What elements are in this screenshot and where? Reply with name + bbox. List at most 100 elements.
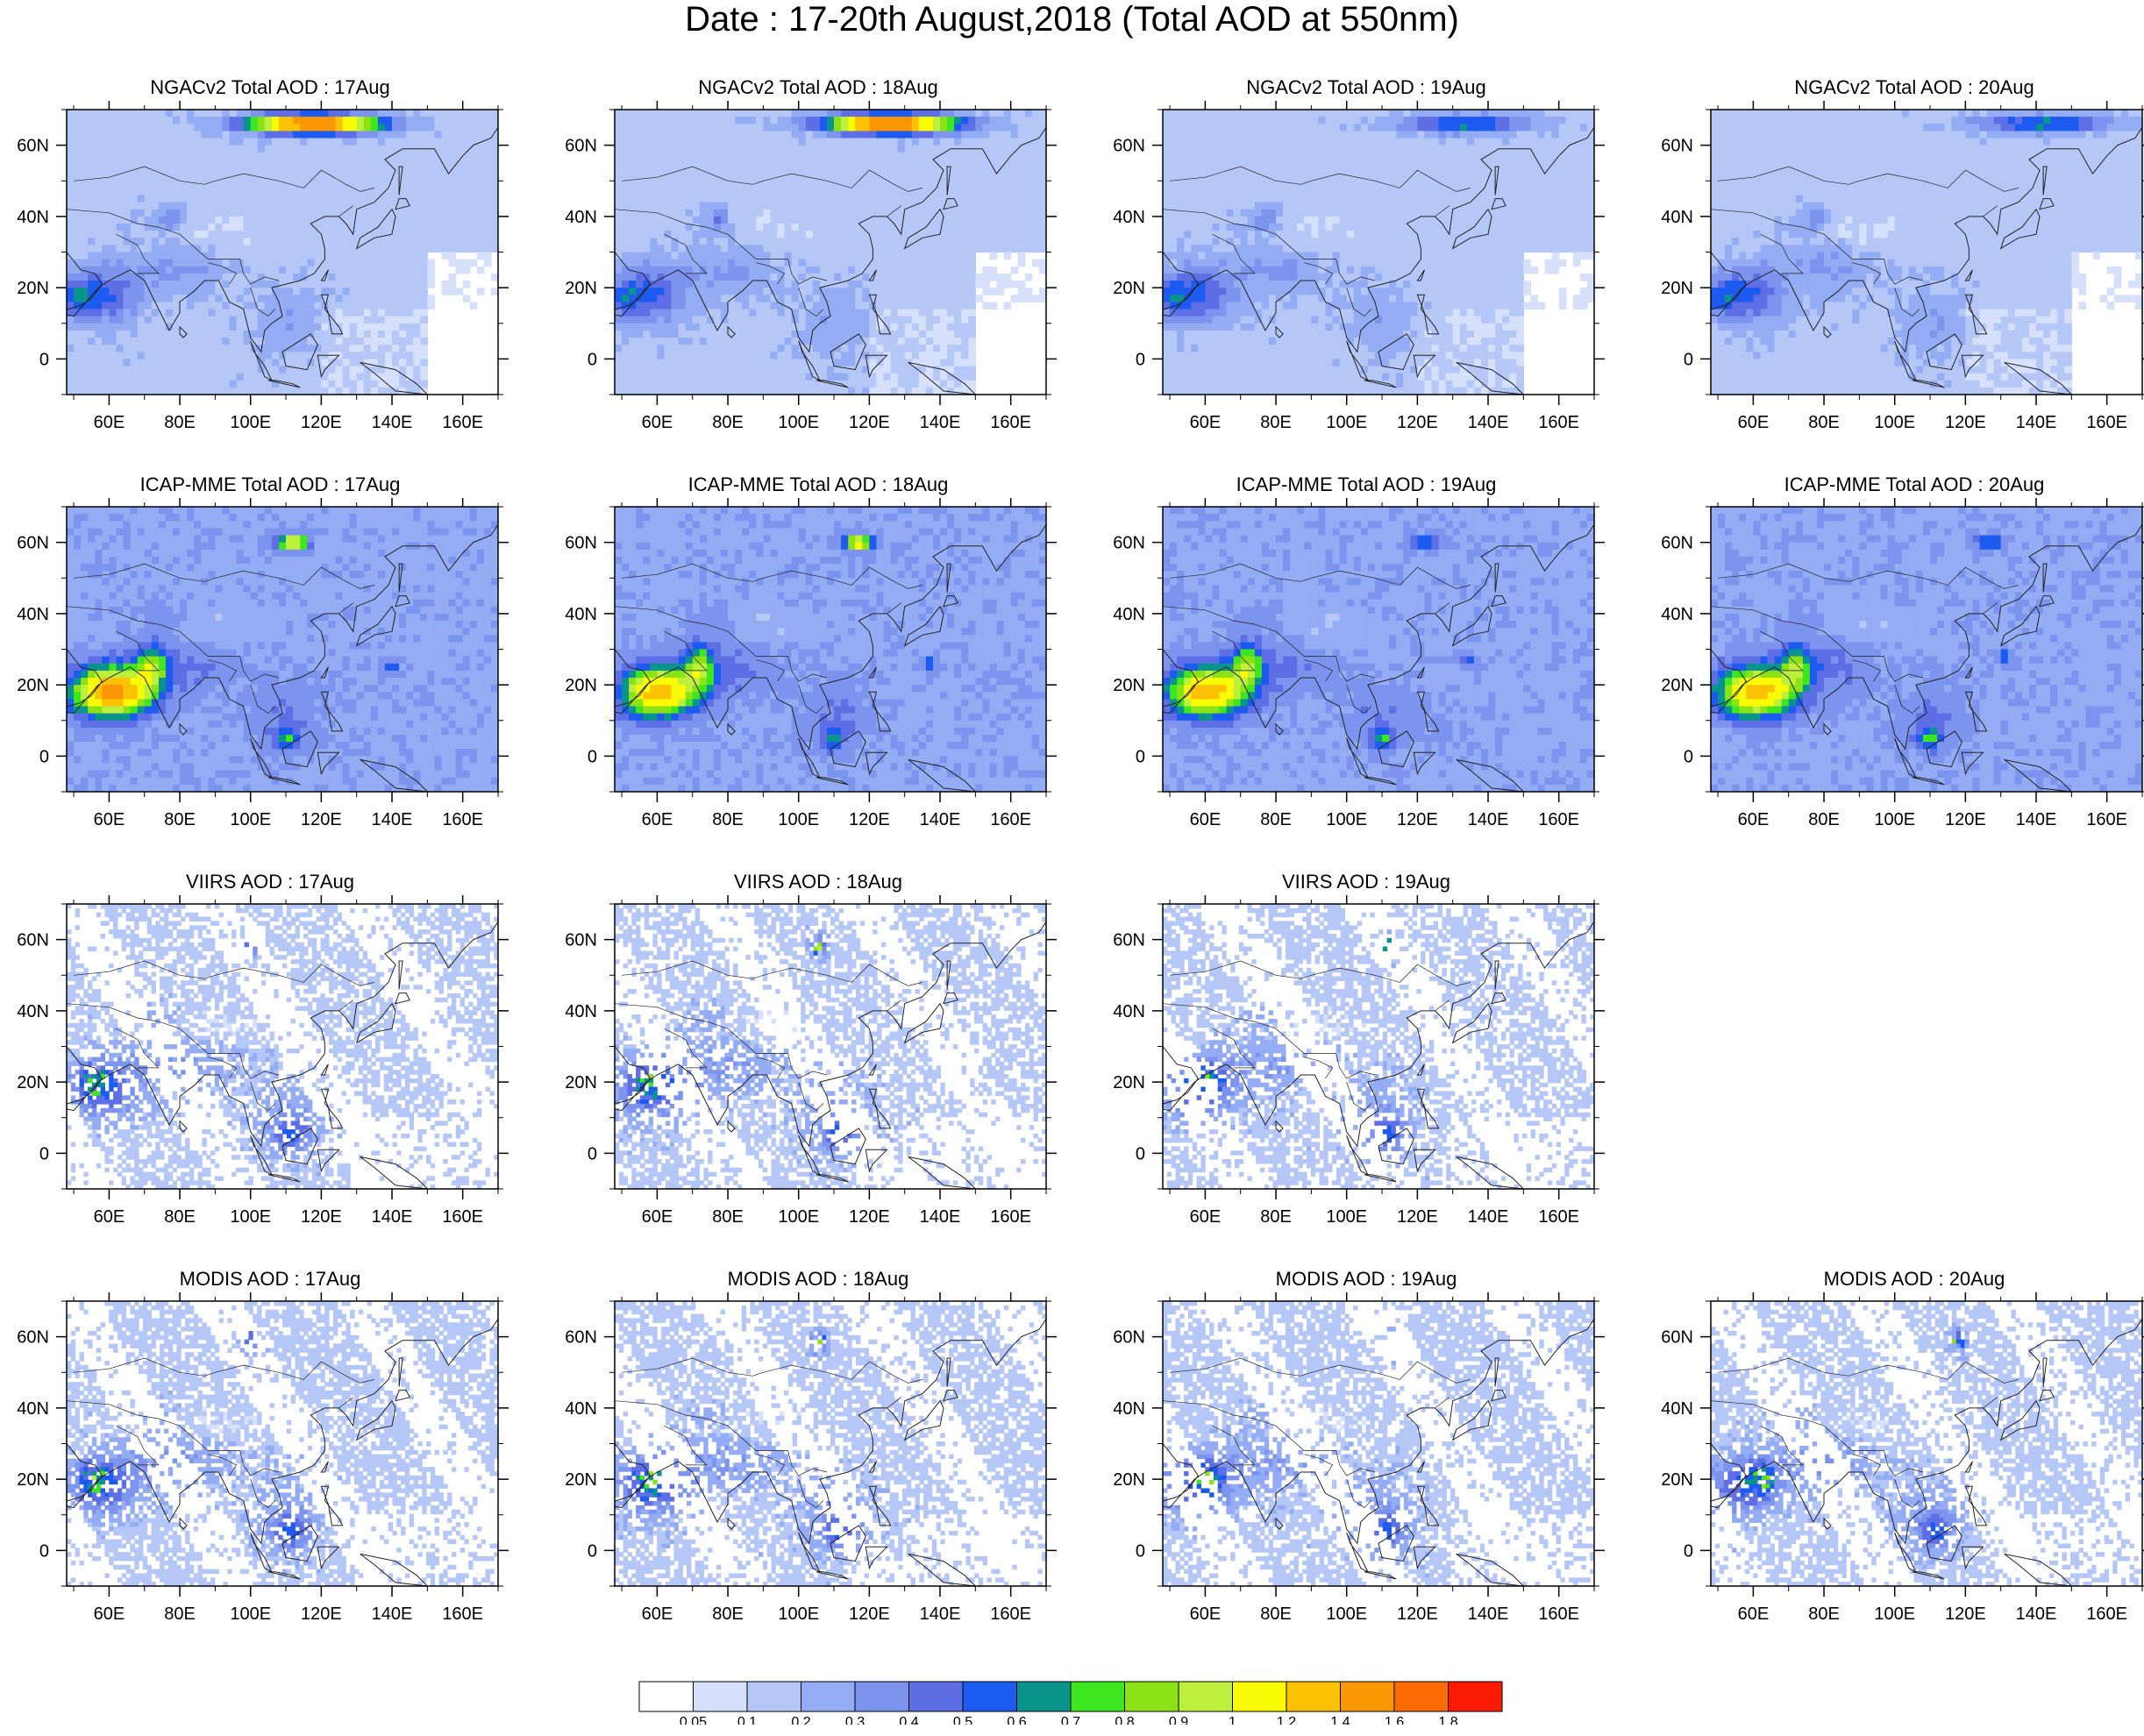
aod-cell [88,366,96,374]
aod-cell [67,295,75,302]
aod-cell [1024,110,1033,117]
aod-cell [229,152,238,160]
aod-cell [742,231,750,238]
aod-cell [356,281,365,288]
aod-cell [933,252,941,260]
aod-cell [229,387,238,395]
aod-cell [996,124,1005,132]
aod-cell [293,309,301,317]
aod-cell [982,288,991,295]
aod-cell [158,167,167,174]
aod-cell [918,359,927,367]
aod-cell [784,138,793,146]
aod-cell [349,188,358,196]
aod-cell [848,295,856,302]
aod-cell [996,209,1005,217]
aod-cell [1170,359,1178,367]
aod-cell [95,145,103,153]
aod-cell [784,159,793,167]
aod-cell [222,252,231,260]
aod-cell [911,281,920,288]
island-outline [320,269,329,281]
aod-cell [1024,238,1033,245]
aod-cell [222,316,231,324]
aod-cell [876,202,885,210]
aod-cell [664,295,673,302]
aod-cell [890,245,899,253]
aod-cell [834,323,842,331]
aod-cell [961,366,969,374]
aod-cell [706,316,715,324]
aod-cell [749,281,757,288]
aod-cell [735,216,743,224]
aod-cell [158,245,167,253]
aod-cell [918,252,927,260]
aod-cell [742,373,750,381]
aod-cell [455,152,464,160]
aod-cell [1212,167,1221,174]
aod-cell [356,323,365,331]
aod-cell [208,209,216,217]
aod-cell [321,359,330,367]
aod-cell [215,338,224,345]
aod-cell [904,209,913,217]
aod-cell [721,309,729,317]
aod-cell [109,252,118,260]
aod-cell [1010,195,1019,203]
aod-cell [349,380,358,388]
aod-cell [925,380,934,388]
aod-cell [862,338,870,345]
aod-cell [798,188,807,196]
aod-cell [671,138,680,146]
aod-cell [615,145,623,153]
aod-cell [827,152,835,160]
aod-cell [201,174,209,181]
aod-cell [812,373,821,381]
aod-cell [300,316,308,324]
aod-cell [855,259,863,267]
aod-cell [876,316,885,324]
aod-cell [74,359,82,367]
aod-cell [243,387,252,395]
aod-cell [791,174,800,181]
aod-cell [194,224,202,231]
aod-cell [95,216,103,224]
aod-cell [180,330,188,338]
aod-cell [664,224,673,231]
aod-cell [187,174,195,181]
aod-cell [961,345,969,352]
aod-cell [678,338,687,345]
aod-cell [770,338,779,345]
aod-cell [897,202,906,210]
aod-cell [88,266,96,274]
aod-cell [1212,209,1221,217]
aod-cell [279,323,287,331]
aod-cell [81,359,89,367]
aod-cell [650,316,658,324]
aod-cell [650,345,658,352]
aod-cell [954,273,962,281]
aod-cell [399,273,407,281]
aod-cell [158,252,167,260]
aod-cell [370,387,379,395]
aod-cell [756,380,764,388]
aod-cell [243,316,252,324]
aod-cell [791,387,800,395]
aod-cell [250,117,259,125]
aod-cell [798,387,807,395]
aod-cell [194,167,202,174]
aod-cell [215,273,224,281]
aod-cell [328,209,337,217]
aod-cell [749,295,757,302]
aod-cell [961,202,969,210]
aod-cell [1184,266,1192,274]
aod-cell [629,309,637,317]
aod-cell [300,245,308,253]
aod-cell [735,302,743,310]
aod-cell [805,145,814,153]
aod-cell [805,152,814,160]
aod-cell [650,231,658,238]
aod-cell [180,323,188,331]
aod-cell [819,288,828,295]
aod-cell [1163,110,1171,117]
